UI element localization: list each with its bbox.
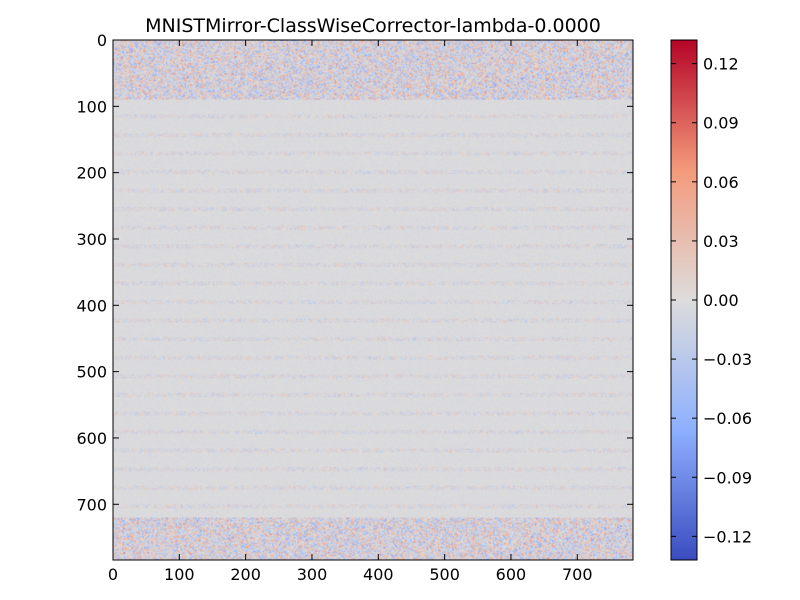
colorbar-tick-label: −0.06: [703, 409, 752, 428]
x-tick-label: 200: [230, 565, 261, 584]
heatmap-plot-area: [112, 39, 634, 561]
y-tick-label: 500: [76, 363, 107, 382]
y-tick-label: 700: [76, 495, 107, 514]
y-tick-label: 200: [76, 164, 107, 183]
colorbar-ticks: 0.12 0.09 0.06 0.03 0.00 −0.03 −0.06 −0.09 −0.12: [671, 55, 752, 546]
colorbar-tick-label: −0.03: [703, 350, 752, 369]
colorbar-tick-label: 0.09: [703, 114, 739, 133]
x-tick-label: 600: [496, 565, 527, 584]
colorbar-tick-label: −0.12: [703, 527, 752, 546]
colorbar-tick-label: 0.06: [703, 173, 739, 192]
colorbar-tick-label: 0.12: [703, 55, 739, 74]
y-tick-label: 600: [76, 429, 107, 448]
colorbar-tick-label: 0.00: [703, 291, 739, 310]
y-tick-label: 300: [76, 230, 107, 249]
x-tick-label: 500: [429, 565, 460, 584]
chart-title: MNISTMirror-ClassWiseCorrector-lambda-0.…: [145, 15, 601, 37]
x-tick-label: 0: [108, 565, 118, 584]
y-tick-label: 400: [76, 296, 107, 315]
heatmap-cells: [113, 40, 633, 560]
x-tick-label: 100: [164, 565, 195, 584]
y-axis: 0 100 200 300 400 500 600 700: [76, 31, 633, 514]
colorbar-tick-label: 0.03: [703, 232, 739, 251]
colorbar-tick-label: −0.09: [703, 468, 752, 487]
x-tick-label: 300: [297, 565, 328, 584]
x-tick-label: 700: [562, 565, 593, 584]
y-tick-label: 0: [97, 31, 107, 50]
plot-frame: [112, 39, 634, 561]
x-axis: 0 100 200 300 400 500 600 700: [108, 40, 593, 584]
x-tick-label: 400: [363, 565, 394, 584]
y-tick-label: 100: [76, 97, 107, 116]
colorbar: 0.12 0.09 0.06 0.03 0.00 −0.03 −0.06 −0.09 −0.12: [670, 39, 752, 561]
